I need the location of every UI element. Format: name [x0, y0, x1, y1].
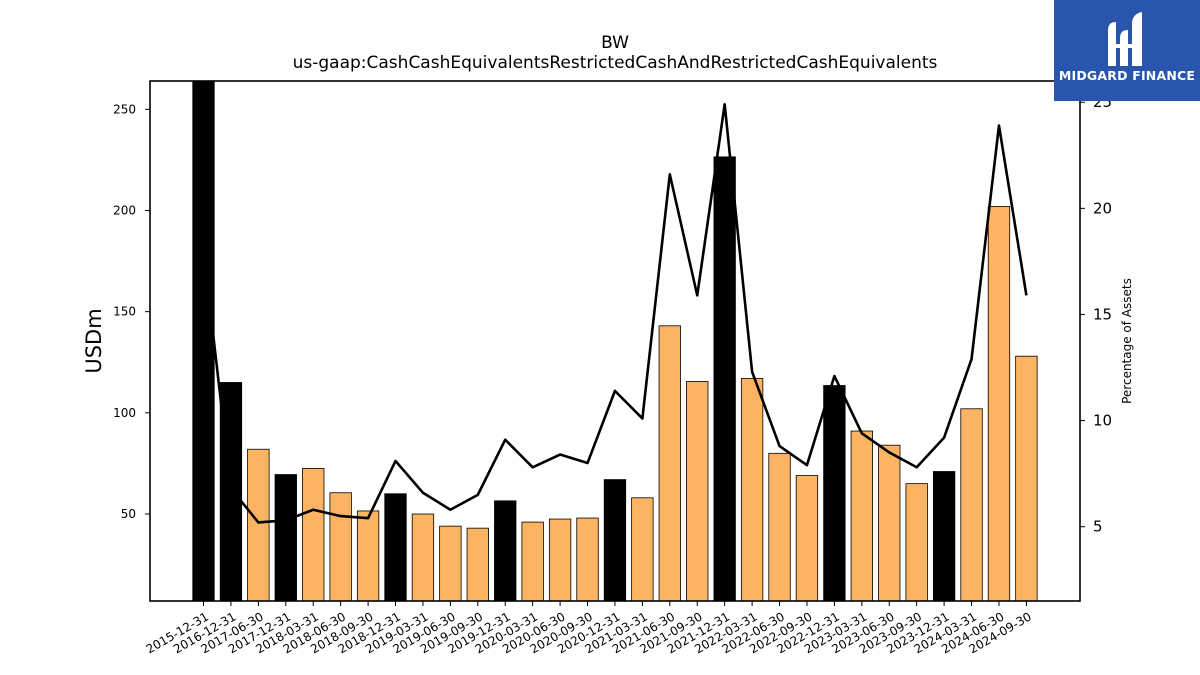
bar-2019-12-31	[494, 500, 517, 602]
bar-2022-06-30	[768, 452, 791, 602]
y-tick-label-left: 200	[113, 203, 136, 217]
y-tick-label-left: 100	[113, 406, 136, 420]
bars-group	[192, 80, 1038, 602]
bar-2023-09-30	[905, 483, 928, 602]
y-axis-label-left: USDm	[82, 308, 106, 373]
bar-2021-09-30	[686, 381, 709, 602]
bar-2018-12-31	[384, 493, 407, 602]
line-group	[202, 103, 1028, 524]
bar-2020-12-31	[603, 479, 627, 602]
bar-2024-03-31	[960, 408, 983, 602]
y-tick-label-right: 15	[1093, 305, 1112, 323]
bar-2019-06-30	[439, 525, 462, 602]
bar-2019-03-31	[411, 513, 435, 602]
bar-2021-12-31	[713, 156, 736, 602]
y-tick-label-left: 250	[113, 102, 136, 116]
bar-2020-09-30	[576, 517, 599, 602]
bar-2024-09-30	[1015, 355, 1038, 602]
bar-2020-03-31	[521, 521, 544, 602]
logo-text: MIDGARD FINANCE	[1058, 68, 1196, 83]
chart-title: BW	[601, 33, 629, 53]
y-tick-label-right: 10	[1093, 412, 1112, 430]
bar-2019-09-30	[466, 527, 489, 602]
bar-2023-12-31	[932, 471, 956, 602]
bar-2020-06-30	[548, 518, 572, 602]
bar-2018-06-30	[329, 492, 352, 602]
midgard-finance-logo: MIDGARD FINANCE	[1054, 0, 1200, 101]
bar-2022-09-30	[795, 475, 819, 602]
bar-2018-03-31	[302, 468, 325, 602]
x-axis: 2015-12-312016-12-312017-06-302017-12-31…	[144, 601, 1034, 656]
bar-2023-03-31	[850, 430, 873, 602]
percentage-line	[202, 103, 1028, 524]
bar-2015-12-31	[192, 80, 215, 602]
bar-2017-12-31	[274, 474, 297, 602]
y-tick-label-left: 150	[113, 305, 136, 319]
logo-mark-icon	[1108, 12, 1142, 66]
y-tick-label-right: 20	[1093, 199, 1112, 217]
bar-2021-03-31	[631, 497, 654, 602]
bar-2022-12-31	[823, 385, 846, 602]
y-tick-label-right: 5	[1093, 518, 1103, 536]
y-tick-label-left: 50	[121, 507, 136, 521]
bar-2021-06-30	[658, 325, 681, 602]
bar-2022-03-31	[740, 378, 764, 602]
bar-2024-06-30	[987, 206, 1011, 602]
y-axis-left: 50 100 150 200 250	[113, 102, 150, 521]
bar-2018-09-30	[356, 510, 380, 602]
bar-2017-06-30	[247, 448, 270, 602]
bar-2023-06-30	[878, 444, 901, 602]
y-axis-label-right: Percentage of Assets	[1120, 278, 1134, 404]
chart-subtitle: us-gaap:CashCashEquivalentsRestrictedCas…	[293, 53, 938, 73]
